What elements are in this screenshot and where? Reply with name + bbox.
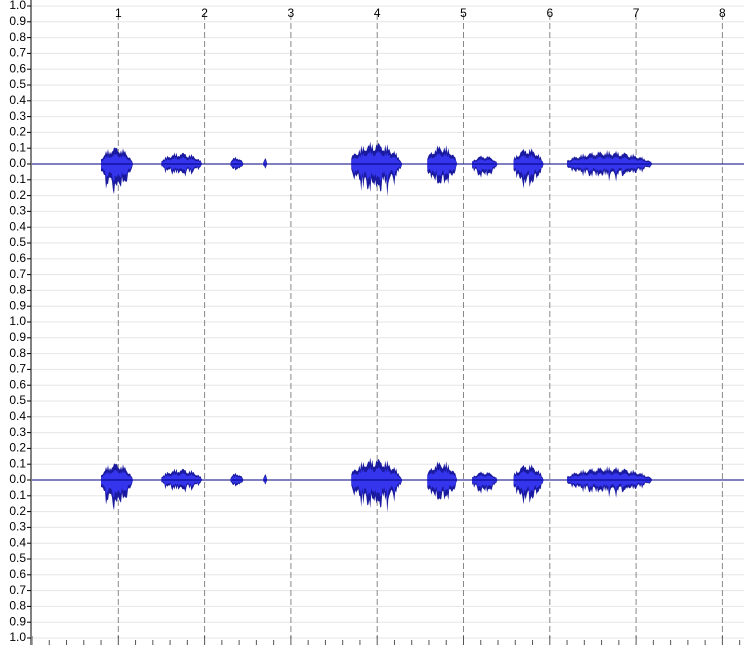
amplitude-label: 0.7 <box>9 46 26 60</box>
amplitude-label: 0.8 <box>9 283 26 297</box>
amplitude-label: 0.8 <box>9 346 26 360</box>
waveform <box>472 158 507 173</box>
waveform <box>567 155 684 175</box>
amplitude-label: 0.3 <box>9 204 26 218</box>
amplitude-label: 1.0 <box>9 0 26 12</box>
amplitude-label: 0.6 <box>9 567 26 581</box>
waveform <box>101 154 144 183</box>
amplitude-label: 0.1 <box>9 140 26 154</box>
amplitude-label: 0.9 <box>9 298 26 312</box>
amplitude-label: 0.1 <box>9 172 26 186</box>
amplitude-label: 0.8 <box>9 30 26 44</box>
amplitude-label: 0.0 <box>9 156 26 170</box>
waveform <box>472 474 507 489</box>
amplitude-label: 0.3 <box>9 109 26 123</box>
waveform <box>567 471 684 491</box>
waveform <box>513 470 554 495</box>
amplitude-label: 0.4 <box>9 219 26 233</box>
time-label: 6 <box>546 6 553 20</box>
amplitude-label: 0.6 <box>9 61 26 75</box>
amplitude-label: 1.0 <box>9 630 26 644</box>
amplitude-label: 0.6 <box>9 251 26 265</box>
time-label: 5 <box>460 6 467 20</box>
waveform <box>513 154 554 179</box>
amplitude-label: 0.1 <box>9 488 26 502</box>
amplitude-label: 1.0 <box>9 314 26 328</box>
amplitude-label: 0.5 <box>9 551 26 565</box>
amplitude-label: 0.1 <box>9 456 26 470</box>
time-label: 8 <box>719 6 726 20</box>
waveform <box>351 466 421 500</box>
time-label: 3 <box>288 6 295 20</box>
amplitude-label: 0.5 <box>9 393 26 407</box>
amplitude-label: 0.9 <box>9 330 26 344</box>
amplitude-label: 0.0 <box>9 472 26 486</box>
amplitude-label: 0.2 <box>9 504 26 518</box>
amplitude-label: 0.6 <box>9 377 26 391</box>
amplitude-label: 0.4 <box>9 93 26 107</box>
amplitude-label: 0.5 <box>9 77 26 91</box>
amplitude-label: 0.2 <box>9 188 26 202</box>
amplitude-ruler <box>0 0 32 645</box>
amplitude-label: 0.8 <box>9 599 26 613</box>
time-label: 2 <box>201 6 208 20</box>
amplitude-label: 0.3 <box>9 520 26 534</box>
amplitude-label: 0.3 <box>9 425 26 439</box>
amplitude-label: 0.9 <box>9 614 26 628</box>
amplitude-label: 0.7 <box>9 583 26 597</box>
amplitude-label: 0.7 <box>9 362 26 376</box>
amplitude-label: 0.2 <box>9 125 26 139</box>
amplitude-label: 0.7 <box>9 267 26 281</box>
waveform <box>351 150 421 184</box>
amplitude-label: 0.9 <box>9 14 26 28</box>
waveform <box>101 470 144 499</box>
time-label: 7 <box>633 6 640 20</box>
amplitude-label: 0.2 <box>9 441 26 455</box>
amplitude-label: 0.4 <box>9 535 26 549</box>
time-label: 1 <box>115 6 122 20</box>
amplitude-label: 0.4 <box>9 409 26 423</box>
time-label: 4 <box>374 6 381 20</box>
amplitude-label: 0.5 <box>9 235 26 249</box>
